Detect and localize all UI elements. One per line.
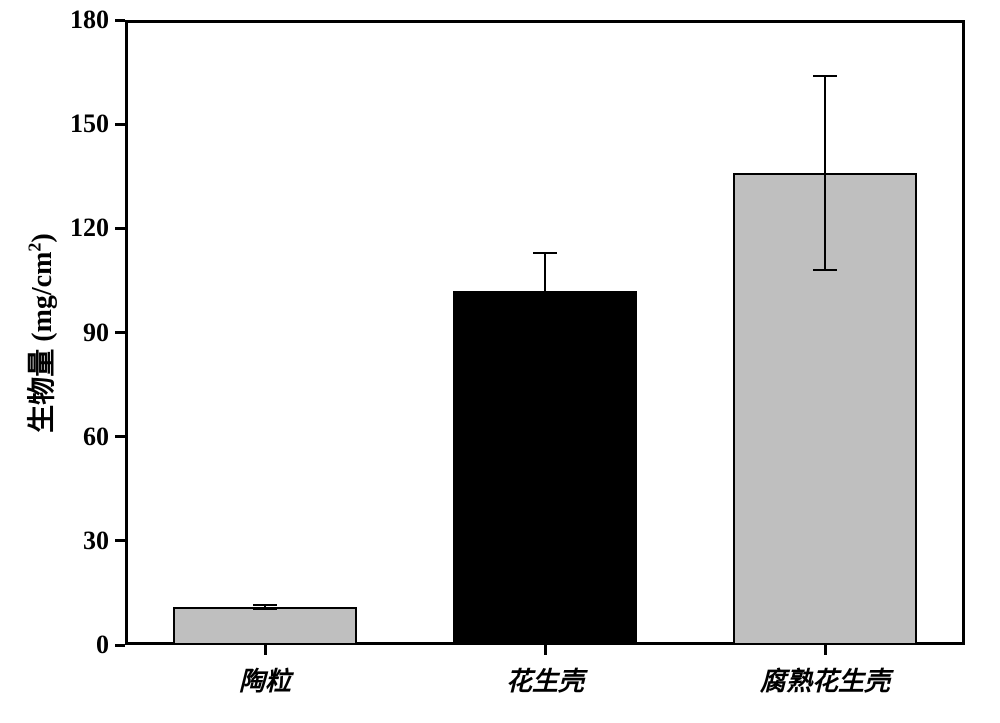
error-cap-top	[533, 252, 557, 254]
x-tick-label: 陶粒	[239, 661, 291, 698]
x-tick	[544, 645, 547, 655]
y-tick-label: 60	[83, 422, 109, 452]
y-tick	[115, 539, 125, 542]
y-tick	[115, 331, 125, 334]
bar	[453, 291, 638, 645]
y-tick	[115, 644, 125, 647]
y-axis-label-text: 生物量 (mg/cm2)	[27, 233, 58, 433]
x-tick-label: 腐熟花生壳	[760, 661, 890, 698]
chart-container: 生物量 (mg/cm2) 0 30 60 90 120 150 180 陶粒 花生壳 腐熟花生壳	[0, 0, 1000, 723]
y-tick	[115, 123, 125, 126]
error-bar	[824, 76, 826, 270]
error-cap-top	[813, 75, 837, 77]
y-tick	[115, 435, 125, 438]
x-tick-label: 花生壳	[506, 661, 584, 698]
y-tick-label: 150	[70, 109, 109, 139]
bar	[173, 607, 358, 645]
y-tick-label: 180	[70, 5, 109, 35]
y-tick-label: 120	[70, 213, 109, 243]
y-tick-label: 90	[83, 318, 109, 348]
y-axis-label: 生物量 (mg/cm2)	[20, 233, 60, 433]
x-tick	[824, 645, 827, 655]
y-tick-label: 30	[83, 526, 109, 556]
error-cap-bottom	[813, 269, 837, 271]
y-tick	[115, 227, 125, 230]
error-cap-top	[253, 604, 277, 606]
error-bar	[544, 253, 546, 291]
x-tick	[264, 645, 267, 655]
y-tick	[115, 19, 125, 22]
y-tick-label: 0	[96, 630, 109, 660]
error-cap-bottom	[253, 608, 277, 610]
